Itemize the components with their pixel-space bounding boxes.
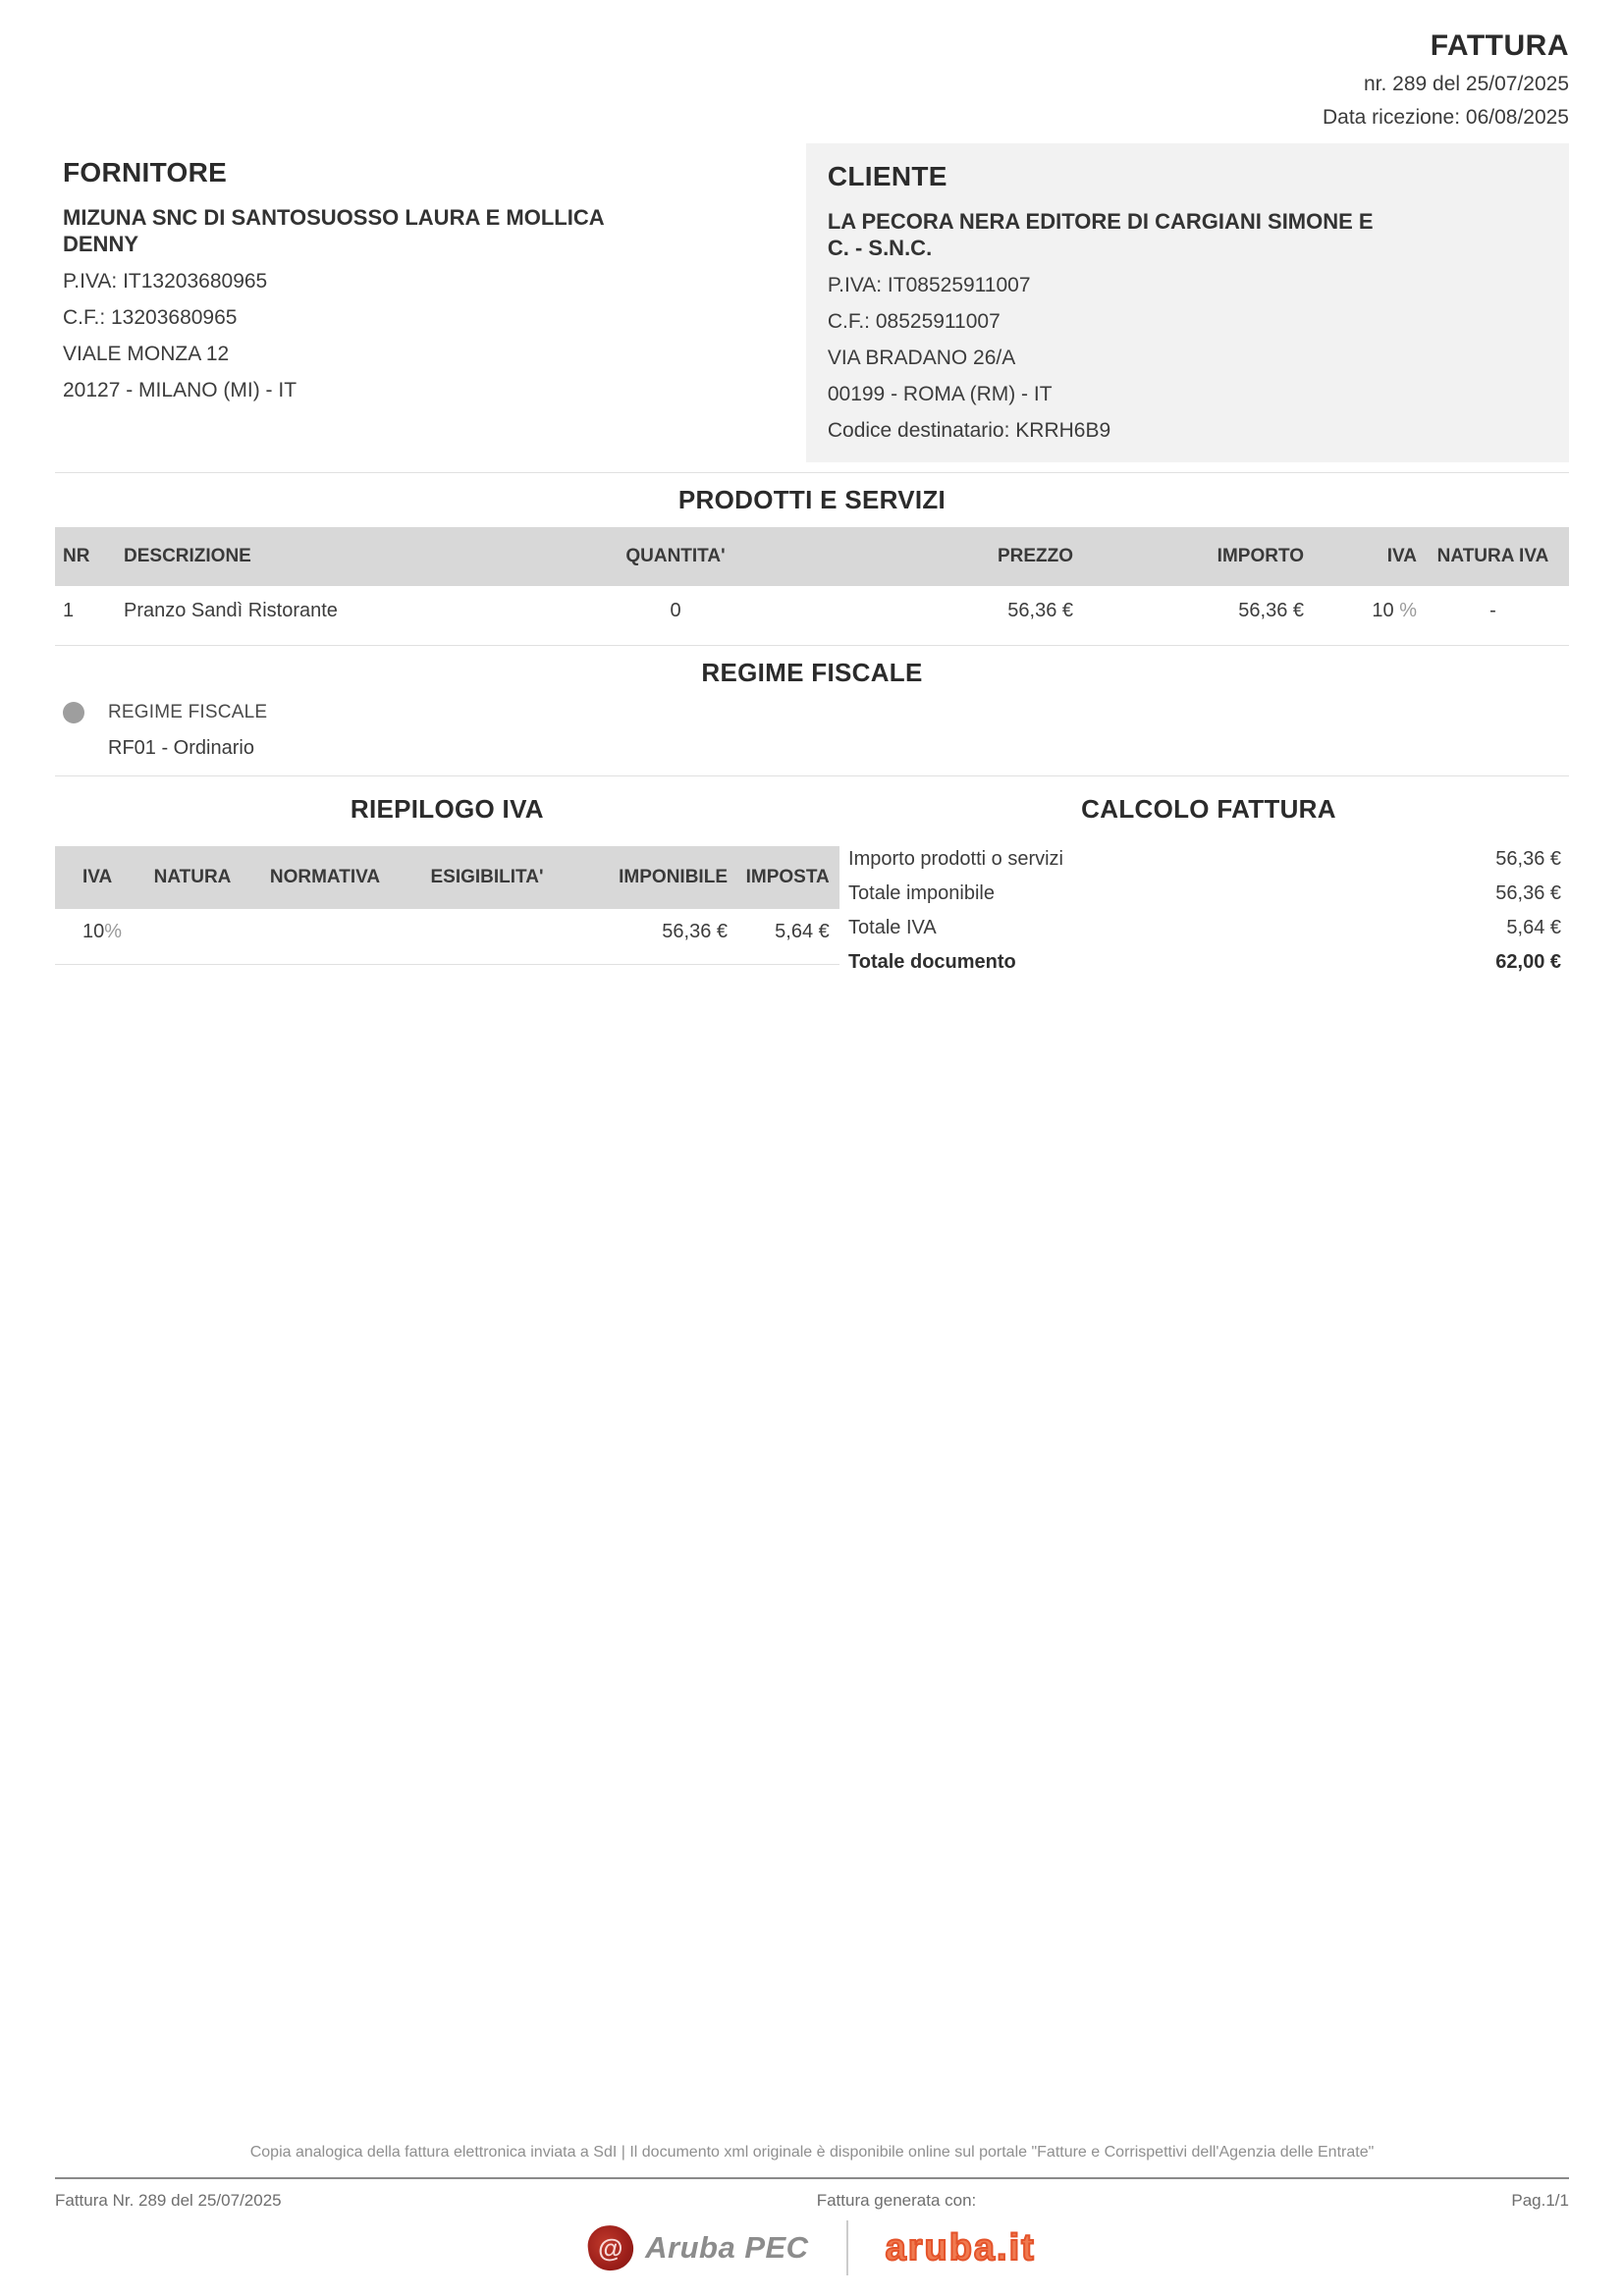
col-imposta: IMPOSTA <box>745 867 830 887</box>
calcolo-row: Importo prodotti o servizi 56,36 € <box>848 848 1561 871</box>
products-section-title: PRODOTTI E SERVIZI <box>677 485 947 514</box>
iva-number: 10 <box>82 920 105 942</box>
regime-label: REGIME FISCALE <box>108 702 268 722</box>
page-footer: Copia analogica della fattura elettronic… <box>55 2144 1569 2275</box>
col-natura-iva: NATURA IVA <box>1436 546 1549 566</box>
invoice-number-line: nr. 289 del 25/07/2025 <box>1363 73 1569 95</box>
cell-nr: 1 <box>63 599 75 621</box>
col-esigibilita: ESIGIBILITA' <box>430 867 544 887</box>
cliente-codice-destinatario: Codice destinatario: KRRH6B9 <box>827 419 1111 442</box>
calcolo-rows: Importo prodotti o servizi 56,36 € Total… <box>848 848 1569 974</box>
iva-number: 10 <box>1372 599 1400 621</box>
footer-note: Copia analogica della fattura elettronic… <box>249 2144 1375 2161</box>
calcolo-row: Totale IVA 5,64 € <box>848 917 1561 939</box>
footer-divider <box>55 2177 1569 2179</box>
cell-prezzo: 56,36 € <box>1007 599 1073 621</box>
summary-section: RIEPILOGO IVA IVA NATURA NORMATIVA ESIGI… <box>55 782 1569 974</box>
bullet-icon <box>63 702 84 723</box>
col-normativa: NORMATIVA <box>269 867 381 887</box>
aruba-it-logo: aruba.it <box>885 2226 1036 2269</box>
cliente-address: VIA BRADANO 26/A <box>827 347 1016 369</box>
document-header: FATTURA nr. 289 del 25/07/2025 Data rice… <box>55 29 1569 130</box>
page-title: FATTURA <box>1430 29 1569 62</box>
footer-generated-with: Fattura generata con: <box>816 2191 977 2210</box>
iva-percent-sign: % <box>1399 599 1417 621</box>
calcolo-value: 56,36 € <box>1495 848 1561 870</box>
divider <box>55 645 1569 646</box>
calcolo-value: 56,36 € <box>1495 882 1561 904</box>
col-imponibile: IMPONIBILE <box>619 867 728 887</box>
table-row: 1 Pranzo Sandì Ristorante 0 56,36 € 56,3… <box>55 586 1569 635</box>
col-iva: IVA <box>82 867 113 887</box>
calcolo-label: Totale documento <box>848 951 1016 973</box>
fornitore-block: FORNITORE MIZUNA SNC DI SANTOSUOSSO LAUR… <box>55 143 782 462</box>
col-descrizione: DESCRIZIONE <box>124 546 251 566</box>
calcolo-value: 62,00 € <box>1495 951 1561 973</box>
calcolo-row-total: Totale documento 62,00 € <box>848 951 1561 974</box>
cliente-city: 00199 - ROMA (RM) - IT <box>827 383 1053 405</box>
col-nr: NR <box>63 546 90 566</box>
cliente-piva: P.IVA: IT08525911007 <box>827 274 1031 296</box>
regime-value: RF01 - Ordinario <box>108 737 254 759</box>
footer-invoice-ref: Fattura Nr. 289 del 25/07/2025 <box>55 2191 282 2210</box>
divider <box>55 964 839 965</box>
fornitore-cf: C.F.: 13203680965 <box>63 306 238 329</box>
cliente-block: CLIENTE LA PECORA NERA EDITORE DI CARGIA… <box>805 143 1569 462</box>
cliente-cf: C.F.: 08525911007 <box>827 310 1001 333</box>
calcolo-value: 5,64 € <box>1506 917 1561 938</box>
col-importo: IMPORTO <box>1217 546 1304 566</box>
cell-importo: 56,36 € <box>1238 599 1304 621</box>
calcolo-label: Totale imponibile <box>848 882 995 904</box>
divider <box>55 775 1569 776</box>
col-iva: IVA <box>1386 546 1417 566</box>
fornitore-name: MIZUNA SNC DI SANTOSUOSSO LAURA E MOLLIC… <box>63 205 604 256</box>
footer-page-number: Pag.1/1 <box>1511 2191 1569 2210</box>
cell-quantita: 0 <box>670 599 681 621</box>
riepilogo-title: RIEPILOGO IVA <box>350 794 544 824</box>
cell-descrizione: Pranzo Sandì Ristorante <box>124 599 338 621</box>
parties-section: FORNITORE MIZUNA SNC DI SANTOSUOSSO LAUR… <box>55 143 1569 462</box>
reception-date-line: Data ricezione: 06/08/2025 <box>1322 106 1569 129</box>
calcolo-row: Totale imponibile 56,36 € <box>848 882 1561 905</box>
products-table-header: NR DESCRIZIONE QUANTITA' PREZZO IMPORTO … <box>55 527 1569 586</box>
cell-imposta: 5,64 € <box>775 920 830 942</box>
cliente-heading: CLIENTE <box>827 161 947 191</box>
calcolo-fattura-block: CALCOLO FATTURA Importo prodotti o servi… <box>848 782 1569 974</box>
fornitore-heading: FORNITORE <box>63 157 228 187</box>
regime-section-title: REGIME FISCALE <box>701 658 923 687</box>
aruba-pec-seal-icon: @ <box>585 2222 637 2273</box>
col-natura: NATURA <box>153 867 232 887</box>
fornitore-piva: P.IVA: IT13203680965 <box>63 270 268 293</box>
iva-percent-sign: % <box>104 920 123 942</box>
cell-imponibile: 56,36 € <box>662 920 728 942</box>
logo-separator <box>845 2220 848 2275</box>
cell-iva: 10 % <box>1304 600 1417 622</box>
calcolo-title: CALCOLO FATTURA <box>1081 794 1336 824</box>
calcolo-label: Importo prodotti o servizi <box>848 848 1063 870</box>
at-glyph: @ <box>598 2232 623 2263</box>
riepilogo-table-header: IVA NATURA NORMATIVA ESIGIBILITA' IMPONI… <box>55 846 839 909</box>
cliente-name: LA PECORA NERA EDITORE DI CARGIANI SIMON… <box>827 209 1374 260</box>
col-prezzo: PREZZO <box>997 546 1073 566</box>
regime-row: REGIME FISCALE <box>55 702 1569 723</box>
calcolo-label: Totale IVA <box>848 917 937 938</box>
col-quantita: QUANTITA' <box>625 546 726 566</box>
fornitore-address: VIALE MONZA 12 <box>63 343 230 365</box>
fornitore-city: 20127 - MILANO (MI) - IT <box>63 379 298 401</box>
aruba-pec-logo: Aruba PEC <box>645 2230 809 2265</box>
riepilogo-iva-block: RIEPILOGO IVA IVA NATURA NORMATIVA ESIGI… <box>55 782 839 974</box>
footer-logos: @ Aruba PEC aruba.it <box>55 2220 1569 2275</box>
table-row: 10% 56,36 € 5,64 € <box>55 909 839 954</box>
footer-meta-row: Fattura Nr. 289 del 25/07/2025 Fattura g… <box>55 2191 1569 2211</box>
divider <box>55 472 1569 473</box>
cell-iva: 10% <box>55 921 138 943</box>
cell-natura-iva: - <box>1489 599 1496 621</box>
